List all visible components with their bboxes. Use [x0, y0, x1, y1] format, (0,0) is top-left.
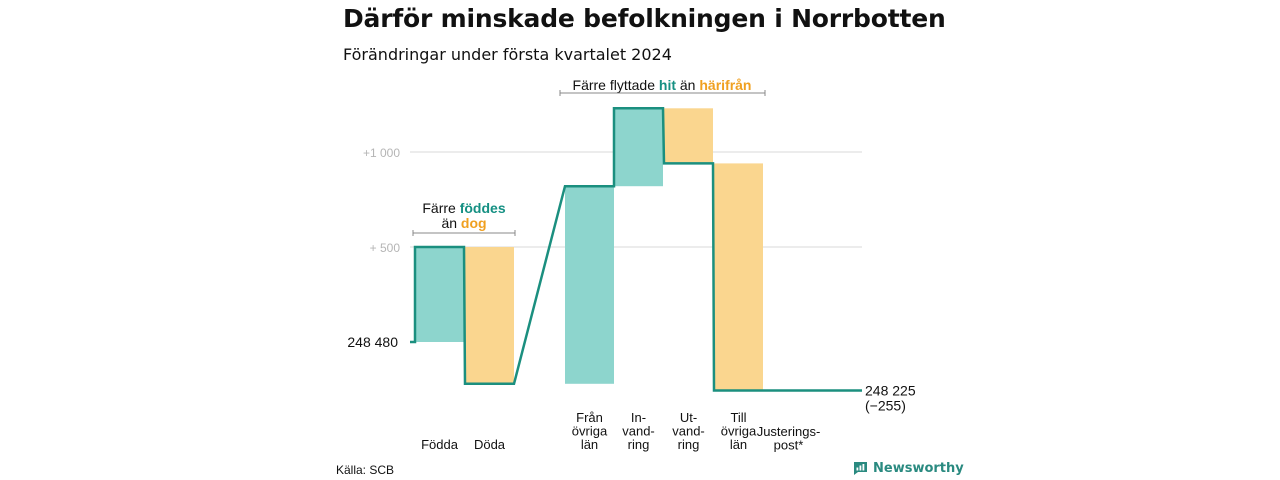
bar-5: [714, 163, 763, 391]
y-tick-label: +1 000: [363, 146, 400, 160]
category-label: Justerings-: [757, 424, 821, 439]
y-tick-label: + 500: [370, 241, 401, 255]
category-label: övriga: [572, 424, 608, 439]
category-label: övriga: [721, 424, 757, 439]
category-label: vand-: [672, 424, 705, 439]
start-value-label: 248 480: [347, 334, 398, 350]
category-label: Döda: [474, 437, 506, 452]
category-label: län: [581, 437, 598, 452]
category-label: Från: [576, 410, 603, 425]
brand-logo: Newsworthy: [853, 461, 964, 476]
annotation-migration-text: Färre flyttade hit än härifrån: [573, 77, 752, 93]
chart-title: Därför minskade befolkningen i Norrbotte…: [343, 4, 946, 33]
step-line: [410, 107, 862, 392]
category-label: län: [730, 437, 747, 452]
category-label: ring: [678, 437, 700, 452]
source-note: Källa: SCB: [336, 463, 395, 477]
bar-3: [614, 108, 663, 187]
category-label: ring: [628, 437, 650, 452]
category-label: post*: [774, 438, 804, 453]
category-label: vand-: [622, 424, 655, 439]
newsworthy-logo-icon: [854, 462, 867, 475]
bar-0: [415, 247, 464, 342]
chart-subtitle: Förändringar under första kvartalet 2024: [343, 45, 672, 64]
brand-name: Newsworthy: [873, 461, 964, 476]
category-label: Födda: [421, 437, 459, 452]
category-label: In-: [631, 410, 646, 425]
bar-4: [664, 108, 713, 164]
end-change-label: (−255): [865, 397, 906, 413]
bar-1: [465, 247, 514, 384]
annotation-births-deaths-text: än dog: [441, 215, 486, 231]
bar-2: [565, 186, 614, 384]
annotation-births-deaths-text: Färre föddes: [422, 200, 505, 216]
category-label: Ut-: [680, 410, 697, 425]
end-value-label: 248 225: [865, 382, 916, 398]
category-label: Till: [730, 410, 746, 425]
